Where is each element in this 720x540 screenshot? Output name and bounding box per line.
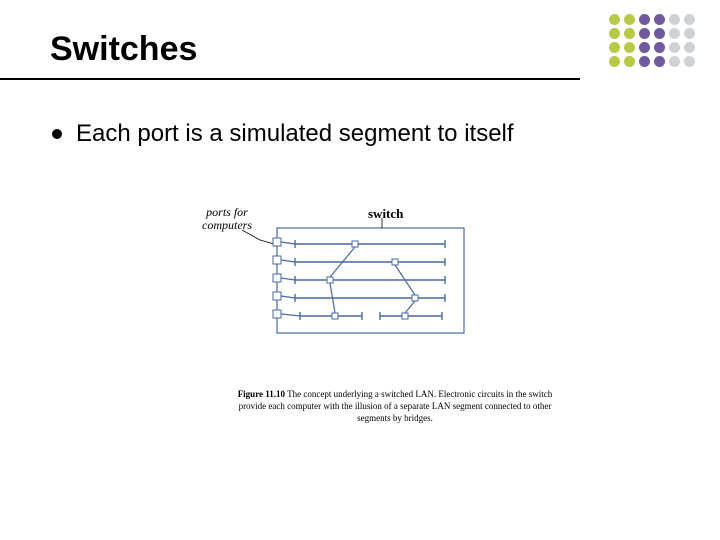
switch-diagram: ports forcomputers switch	[200, 200, 520, 360]
figure-number: Figure 11.10	[238, 389, 285, 399]
title-underline	[0, 78, 580, 80]
slide: Switches Each port is a simulated segmen…	[0, 0, 720, 540]
bullet-icon	[52, 129, 62, 139]
decor-dot-grid	[609, 14, 696, 68]
bullet-item: Each port is a simulated segment to itse…	[52, 120, 514, 148]
slide-title: Switches	[50, 30, 197, 69]
figure-caption: Figure 11.10 The concept underlying a sw…	[235, 388, 555, 424]
bullet-text: Each port is a simulated segment to itse…	[76, 120, 514, 148]
caption-text: The concept underlying a switched LAN. E…	[239, 389, 553, 423]
diagram-svg	[200, 200, 520, 360]
